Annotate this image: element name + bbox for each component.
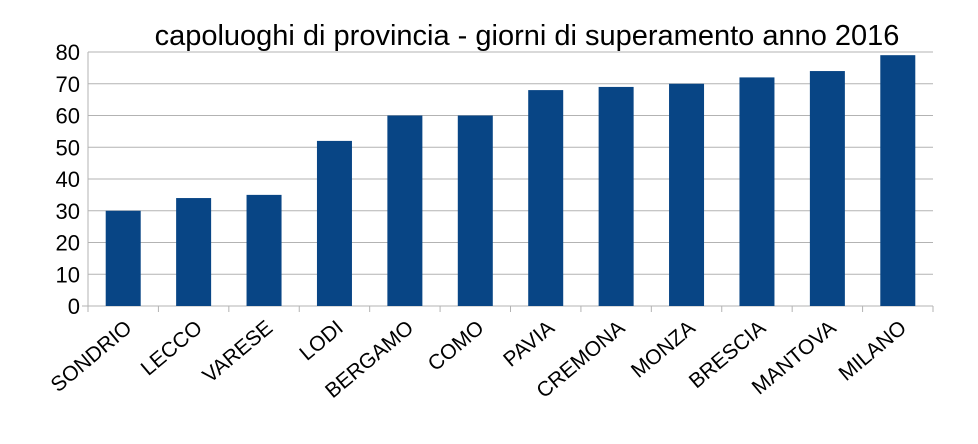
x-tick-label: VARESE: [198, 316, 277, 387]
bar-varese: [246, 194, 282, 306]
y-tick-label: 50: [56, 135, 80, 160]
y-tick-label: 70: [56, 72, 80, 97]
x-tick-label: COMO: [424, 316, 489, 376]
bar-monza: [669, 83, 705, 306]
bars: [105, 55, 916, 307]
chart-title: capoluoghi di provincia - giorni di supe…: [155, 20, 900, 52]
x-tick-label: LODI: [295, 316, 347, 365]
y-tick-label: 10: [56, 262, 80, 287]
x-tick-label: LECCO: [137, 316, 207, 380]
y-tick-label: 40: [56, 167, 80, 192]
bar-bergamo: [387, 115, 423, 306]
bar-pavia: [528, 90, 564, 306]
x-tick-label: SONDRIO: [47, 316, 137, 397]
bar-sondrio: [105, 210, 141, 306]
bar-como: [457, 115, 493, 306]
x-tick-label: PAVIA: [499, 316, 559, 371]
gridlines: [88, 51, 933, 275]
bar-milano: [880, 55, 916, 306]
y-tick-label: 20: [56, 231, 80, 256]
bar-brescia: [739, 77, 775, 307]
bar-lodi: [316, 140, 352, 306]
y-tick-label: 30: [56, 199, 80, 224]
y-tick-label: 80: [56, 40, 80, 65]
bar-lecco: [176, 198, 212, 306]
y-tick-label: 60: [56, 104, 80, 129]
bar-cremona: [598, 86, 634, 306]
x-tick-label: MILANO: [835, 316, 911, 385]
y-tick-labels: 0 10 20 30 40 50 60 70 80: [56, 40, 80, 319]
y-tick-label: 0: [68, 294, 80, 319]
axes: [82, 52, 934, 312]
bar-mantova: [809, 71, 845, 306]
